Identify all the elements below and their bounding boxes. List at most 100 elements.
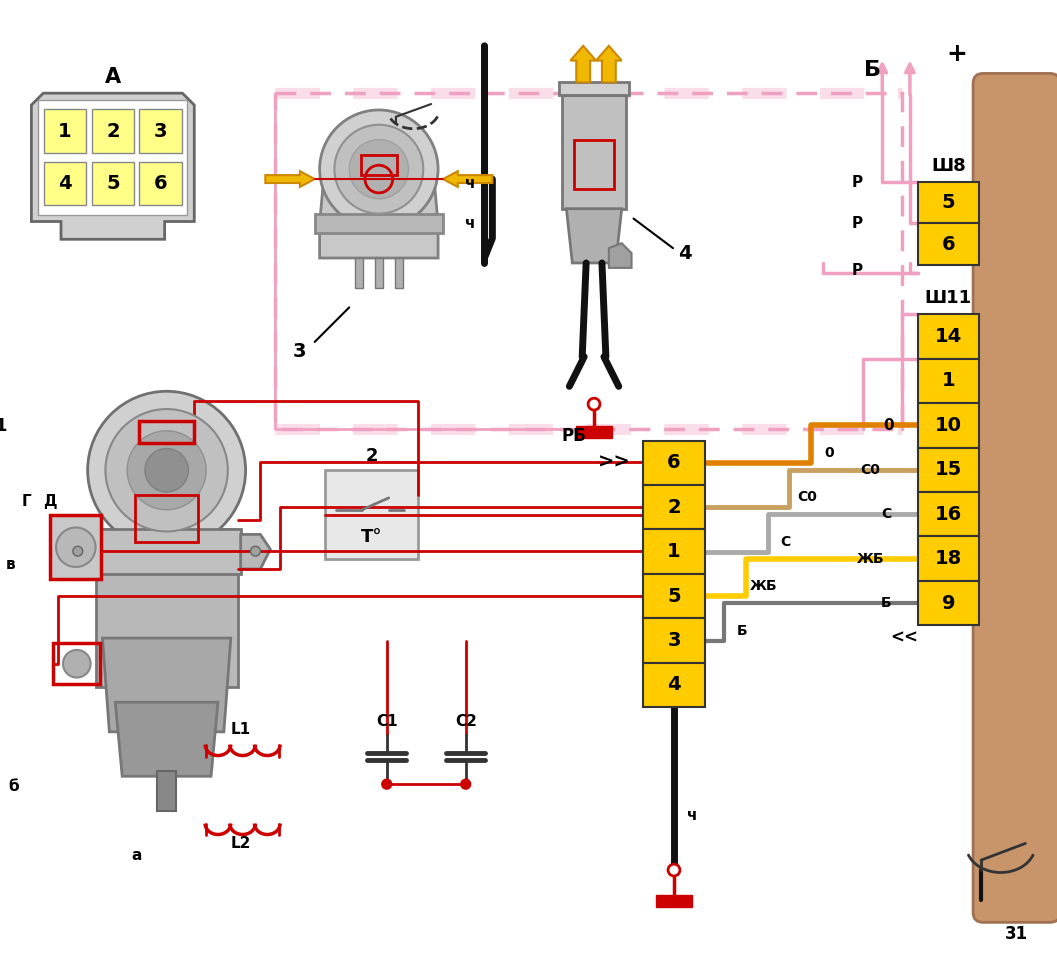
Text: L1: L1 [230,722,251,737]
FancyBboxPatch shape [917,403,979,448]
Circle shape [319,110,438,228]
Polygon shape [32,93,194,239]
Polygon shape [241,534,271,569]
FancyBboxPatch shape [92,110,134,153]
Text: Г: Г [21,494,32,510]
Text: 14: 14 [934,327,962,346]
Polygon shape [571,46,596,82]
FancyBboxPatch shape [644,485,705,529]
FancyBboxPatch shape [43,110,87,153]
FancyBboxPatch shape [917,223,979,265]
Text: 3: 3 [293,342,307,362]
Text: 6: 6 [942,234,956,254]
Polygon shape [609,243,631,268]
Circle shape [73,546,82,556]
Circle shape [56,527,95,567]
Text: >>: >> [597,453,630,471]
FancyBboxPatch shape [156,771,177,810]
Text: Ш11: Ш11 [925,289,972,308]
Text: С: С [882,508,891,521]
Polygon shape [576,426,612,438]
Circle shape [251,546,260,556]
Text: Б: Б [864,61,880,80]
FancyBboxPatch shape [917,536,979,581]
Text: Т°: Т° [360,528,383,547]
Text: 18: 18 [934,549,962,568]
Text: С0: С0 [860,463,880,476]
Text: С: С [780,535,791,549]
Text: 10: 10 [935,416,962,435]
FancyBboxPatch shape [375,258,383,288]
FancyBboxPatch shape [644,662,705,708]
Text: ч: ч [465,216,476,231]
Text: 2: 2 [366,448,377,466]
Text: 6: 6 [154,174,167,193]
Circle shape [63,650,91,677]
Text: 0: 0 [883,417,893,433]
Polygon shape [656,895,691,906]
FancyBboxPatch shape [355,258,363,288]
Text: +: + [946,42,967,66]
Text: 1: 1 [667,542,681,562]
FancyBboxPatch shape [38,100,187,215]
Text: ЖБ: ЖБ [750,579,778,593]
Text: С0: С0 [797,490,817,505]
Text: Ш8: Ш8 [931,157,966,175]
Circle shape [145,449,188,492]
Text: Б: Б [880,596,891,610]
Text: Б: Б [737,623,747,638]
FancyBboxPatch shape [50,514,101,579]
Circle shape [349,139,408,199]
FancyBboxPatch shape [644,618,705,662]
Circle shape [127,431,206,510]
FancyBboxPatch shape [394,258,403,288]
Polygon shape [443,172,493,187]
Polygon shape [63,534,93,569]
FancyBboxPatch shape [917,359,979,403]
Text: Р: Р [852,174,864,189]
Text: 4: 4 [58,174,72,193]
Text: Р: Р [852,264,864,278]
Text: С1: С1 [376,714,397,729]
Text: Д: Д [43,494,57,510]
Text: 4: 4 [667,675,681,695]
Text: а: а [132,848,143,862]
Text: РБ: РБ [562,426,587,445]
Text: <<: << [890,628,917,646]
Circle shape [588,398,600,410]
Text: 5: 5 [667,587,681,606]
Text: ч: ч [686,808,697,823]
Text: ЖБ: ЖБ [856,552,885,565]
FancyBboxPatch shape [324,470,419,560]
Text: 15: 15 [934,461,962,479]
Polygon shape [319,170,438,258]
Text: 2: 2 [667,498,681,516]
Circle shape [106,409,228,531]
Polygon shape [103,638,230,732]
FancyBboxPatch shape [644,574,705,618]
Text: 31: 31 [1005,925,1028,943]
Circle shape [668,864,680,876]
FancyBboxPatch shape [92,162,134,206]
Text: 5: 5 [106,174,119,193]
FancyBboxPatch shape [917,315,979,359]
FancyBboxPatch shape [973,74,1057,922]
Text: 1: 1 [58,122,72,140]
Text: 9: 9 [942,594,956,612]
Circle shape [334,124,423,214]
Text: 1: 1 [942,371,956,390]
Text: ч: ч [465,176,476,191]
Polygon shape [95,529,238,687]
Text: 16: 16 [934,505,962,523]
FancyBboxPatch shape [140,162,182,206]
Text: в: в [6,557,16,571]
Polygon shape [559,82,629,95]
Circle shape [382,779,392,789]
FancyBboxPatch shape [917,581,979,625]
Text: 3: 3 [667,631,681,650]
Text: Р: Р [852,216,864,231]
FancyBboxPatch shape [917,182,979,223]
Text: б: б [8,779,19,794]
Polygon shape [265,172,315,187]
Polygon shape [596,46,622,82]
